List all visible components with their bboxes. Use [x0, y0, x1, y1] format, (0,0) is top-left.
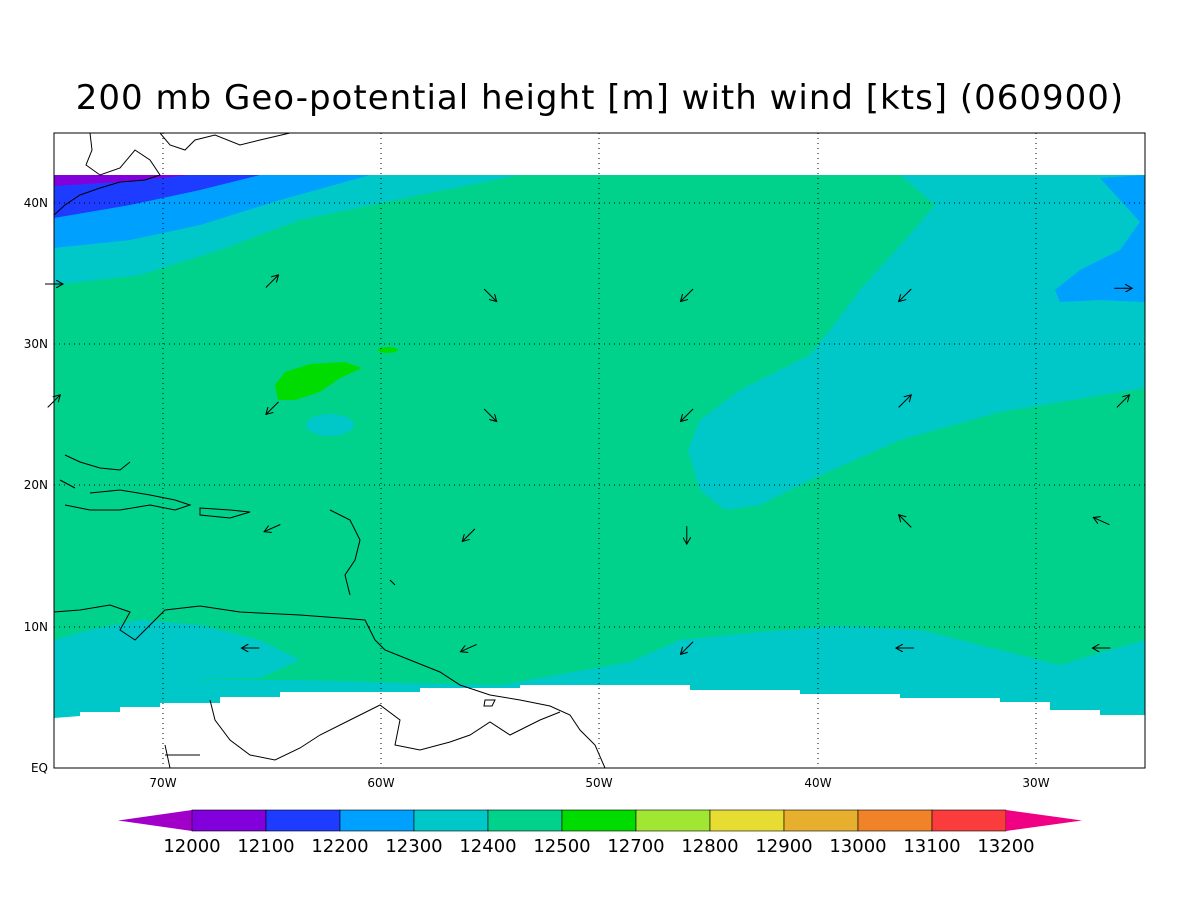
colorbar-label: 12700	[607, 836, 664, 857]
wind-arrow	[680, 288, 694, 302]
colorbar-swatch	[709, 809, 785, 832]
wind-arrow	[898, 395, 912, 408]
wind-arrow	[680, 408, 694, 422]
wind-arrow	[460, 643, 477, 651]
lat-label: EQ	[31, 761, 48, 775]
wind-arrow	[899, 515, 912, 528]
colorbar-label: 12100	[237, 836, 294, 857]
colorbar-swatch	[191, 809, 267, 832]
lat-label: 20N	[24, 478, 48, 492]
wind-arrow	[483, 288, 497, 302]
colorbar-arrow-left	[118, 810, 192, 831]
colorbar-label: 13200	[977, 836, 1034, 857]
lat-label: 10N	[24, 620, 48, 634]
colorbar-swatch	[561, 809, 637, 832]
colorbar-label: 13000	[829, 836, 886, 857]
wind-arrow	[899, 288, 912, 302]
lon-label: 40W	[804, 776, 831, 790]
colorbar-swatch	[857, 809, 933, 832]
lon-label: 50W	[585, 776, 612, 790]
map-title: 200 mb Geo-potential height [m] with win…	[75, 78, 1125, 118]
coastlines	[54, 133, 606, 768]
lat-label: 30N	[24, 337, 48, 351]
wind-arrow	[462, 528, 476, 542]
lat-label: 40N	[24, 196, 48, 210]
colorbar-labels: 12000 12100 12200 12300 12400 12500 1270…	[163, 836, 1034, 857]
wind-arrow	[1116, 395, 1130, 408]
colorbar-label: 12000	[163, 836, 220, 857]
colorbar-label: 12200	[311, 836, 368, 857]
wind-arrow	[266, 401, 279, 415]
contour-12300-east	[688, 175, 1145, 510]
contour-12000-northwest	[54, 175, 190, 186]
colorbar	[118, 809, 1082, 832]
colorbar-swatch	[265, 809, 341, 832]
grid-lines	[54, 133, 1145, 768]
colorbar-arrow-right	[1006, 810, 1082, 831]
contour-12500-patch	[275, 362, 362, 400]
colorbar-swatch	[635, 809, 711, 832]
colorbar-swatch	[487, 809, 563, 832]
colorbar-swatch	[783, 809, 859, 832]
wind-vectors	[45, 275, 1132, 654]
colorbar-label: 12400	[459, 836, 516, 857]
colorbar-swatch	[413, 809, 489, 832]
colorbar-label: 12900	[755, 836, 812, 857]
contour-12500-dot	[378, 347, 398, 353]
contour-12300-southwest	[54, 620, 300, 705]
wind-arrow	[265, 275, 279, 288]
wind-arrow	[1093, 517, 1110, 526]
plot-frame	[53, 132, 1146, 769]
lon-label: 70W	[149, 776, 176, 790]
colorbar-label: 12800	[681, 836, 738, 857]
wind-arrow	[680, 641, 694, 655]
colorbar-label: 12500	[533, 836, 590, 857]
colorbar-swatch	[931, 809, 1007, 832]
contour-12100-northwest	[54, 175, 260, 218]
colorbar-label: 12300	[385, 836, 442, 857]
no-data-region	[54, 685, 1145, 768]
colorbar-swatch	[339, 809, 415, 832]
colorbar-label: 13100	[903, 836, 960, 857]
lon-label: 30W	[1022, 776, 1049, 790]
lon-axis-labels: 70W 60W 50W 40W 30W	[149, 776, 1049, 790]
contour-12300-blob	[306, 414, 354, 436]
wind-arrow	[483, 408, 497, 422]
wind-arrow	[264, 524, 281, 532]
lat-axis-labels: 40N 30N 20N 10N EQ	[24, 196, 48, 775]
lon-label: 60W	[367, 776, 394, 790]
contour-12200-northeast	[1055, 175, 1145, 302]
